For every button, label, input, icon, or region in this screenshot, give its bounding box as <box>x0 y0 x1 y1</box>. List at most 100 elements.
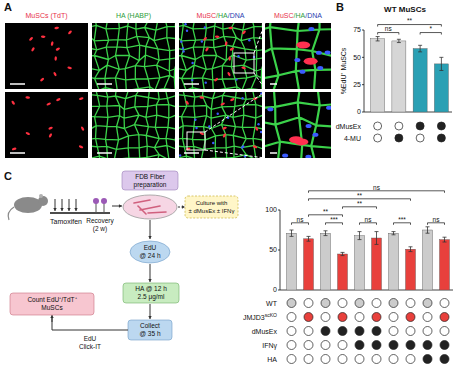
condition-dot <box>287 355 296 364</box>
condition-dot <box>372 327 381 336</box>
micrograph <box>265 92 331 158</box>
nucleus <box>241 146 243 148</box>
error-bar <box>307 236 311 241</box>
label-part: HA (HABP) <box>116 12 151 20</box>
condition-dot <box>304 341 313 350</box>
error-bar <box>358 232 362 240</box>
zoom-box <box>234 53 254 73</box>
plot-area <box>287 227 450 290</box>
condition-dot <box>338 327 347 336</box>
micrograph <box>92 23 175 89</box>
micrograph-bg <box>5 23 88 89</box>
condition-dot <box>372 313 381 322</box>
error-cap <box>358 239 362 240</box>
ha-mesh <box>265 23 331 89</box>
mouse-tail <box>8 207 14 220</box>
nucleus <box>325 50 331 54</box>
arrow-head <box>50 315 53 318</box>
figure: ABCMuSCs (TdT)HA (HABP)MuSC/HA/DNAMuSC/H… <box>0 0 456 379</box>
bar-chart: 0255075ns***dMusEx4-MU <box>336 17 452 142</box>
error-line <box>342 252 343 255</box>
label-part: MuSC <box>197 12 216 19</box>
sig-label: ** <box>357 200 363 207</box>
zoom-box <box>187 132 205 150</box>
condition-dot <box>372 355 381 364</box>
bar <box>389 233 399 290</box>
condition-dot <box>355 355 364 364</box>
bar <box>371 39 385 112</box>
musc <box>203 36 208 41</box>
error-line <box>441 57 442 70</box>
sig-bracket <box>343 207 377 209</box>
condition-dot <box>287 327 296 336</box>
condition-dot <box>406 327 415 336</box>
collect-box <box>128 320 172 340</box>
condition-dot <box>440 299 449 308</box>
condition-dot <box>338 341 347 350</box>
nucleus <box>212 142 214 144</box>
error-cap <box>418 51 422 52</box>
error-cap <box>375 244 379 245</box>
dish <box>123 195 177 219</box>
condition-dot <box>338 299 347 308</box>
label-part: MuSCs (TdT) <box>26 12 68 20</box>
error-cap <box>443 237 447 238</box>
sig-label: *** <box>398 216 406 223</box>
condition-dot <box>406 355 415 364</box>
musc <box>25 96 30 99</box>
error-cap <box>290 236 294 237</box>
step-label: MuSCs <box>41 304 63 311</box>
musc <box>54 56 57 61</box>
error-cap <box>307 241 311 242</box>
sig-label: ns <box>365 216 373 223</box>
error-bar <box>376 37 380 41</box>
error-line <box>359 232 360 240</box>
error-line <box>291 230 292 236</box>
musc <box>205 47 210 52</box>
error-bar <box>426 227 430 233</box>
condition-label: WT <box>266 300 278 307</box>
error-bar <box>439 57 443 70</box>
error-cap <box>397 42 401 43</box>
error-bar <box>290 230 294 236</box>
error-bar <box>341 252 345 255</box>
musc <box>304 58 318 65</box>
fiber <box>140 206 160 210</box>
error-cap <box>409 246 413 247</box>
condition-dot <box>437 122 445 130</box>
bar <box>413 49 427 112</box>
musc <box>296 42 310 49</box>
condition-dot <box>389 299 398 308</box>
zoom-line <box>205 92 265 132</box>
condition-dot <box>395 134 403 142</box>
sig-bracket <box>360 223 377 225</box>
sig-bracket <box>394 223 411 225</box>
error-cap <box>439 70 443 71</box>
error-line <box>393 232 394 235</box>
condition-dot <box>374 134 382 142</box>
micrograph <box>179 92 262 158</box>
error-cap <box>443 242 447 243</box>
y-tick <box>362 57 364 58</box>
ha-box <box>123 283 179 303</box>
condition-dot <box>338 355 347 364</box>
error-cap <box>358 231 362 232</box>
condition-dot <box>304 355 313 364</box>
condition-dot <box>406 299 415 308</box>
musc <box>50 41 54 46</box>
nucleus <box>208 125 210 127</box>
musc <box>31 47 36 52</box>
condition-label: IFNγ <box>262 342 277 350</box>
error-line <box>325 231 326 236</box>
mouse-body <box>14 197 42 213</box>
sig-label: ** <box>357 192 363 199</box>
musc <box>40 77 45 82</box>
nucleus <box>305 155 311 158</box>
bar <box>287 233 297 290</box>
nucleus <box>179 154 181 156</box>
musc <box>11 100 16 105</box>
plot-area <box>371 37 449 112</box>
panel-letter: A <box>4 1 12 13</box>
pin-head <box>93 198 99 204</box>
image-header: MuSC/HA/DNA <box>197 12 245 19</box>
